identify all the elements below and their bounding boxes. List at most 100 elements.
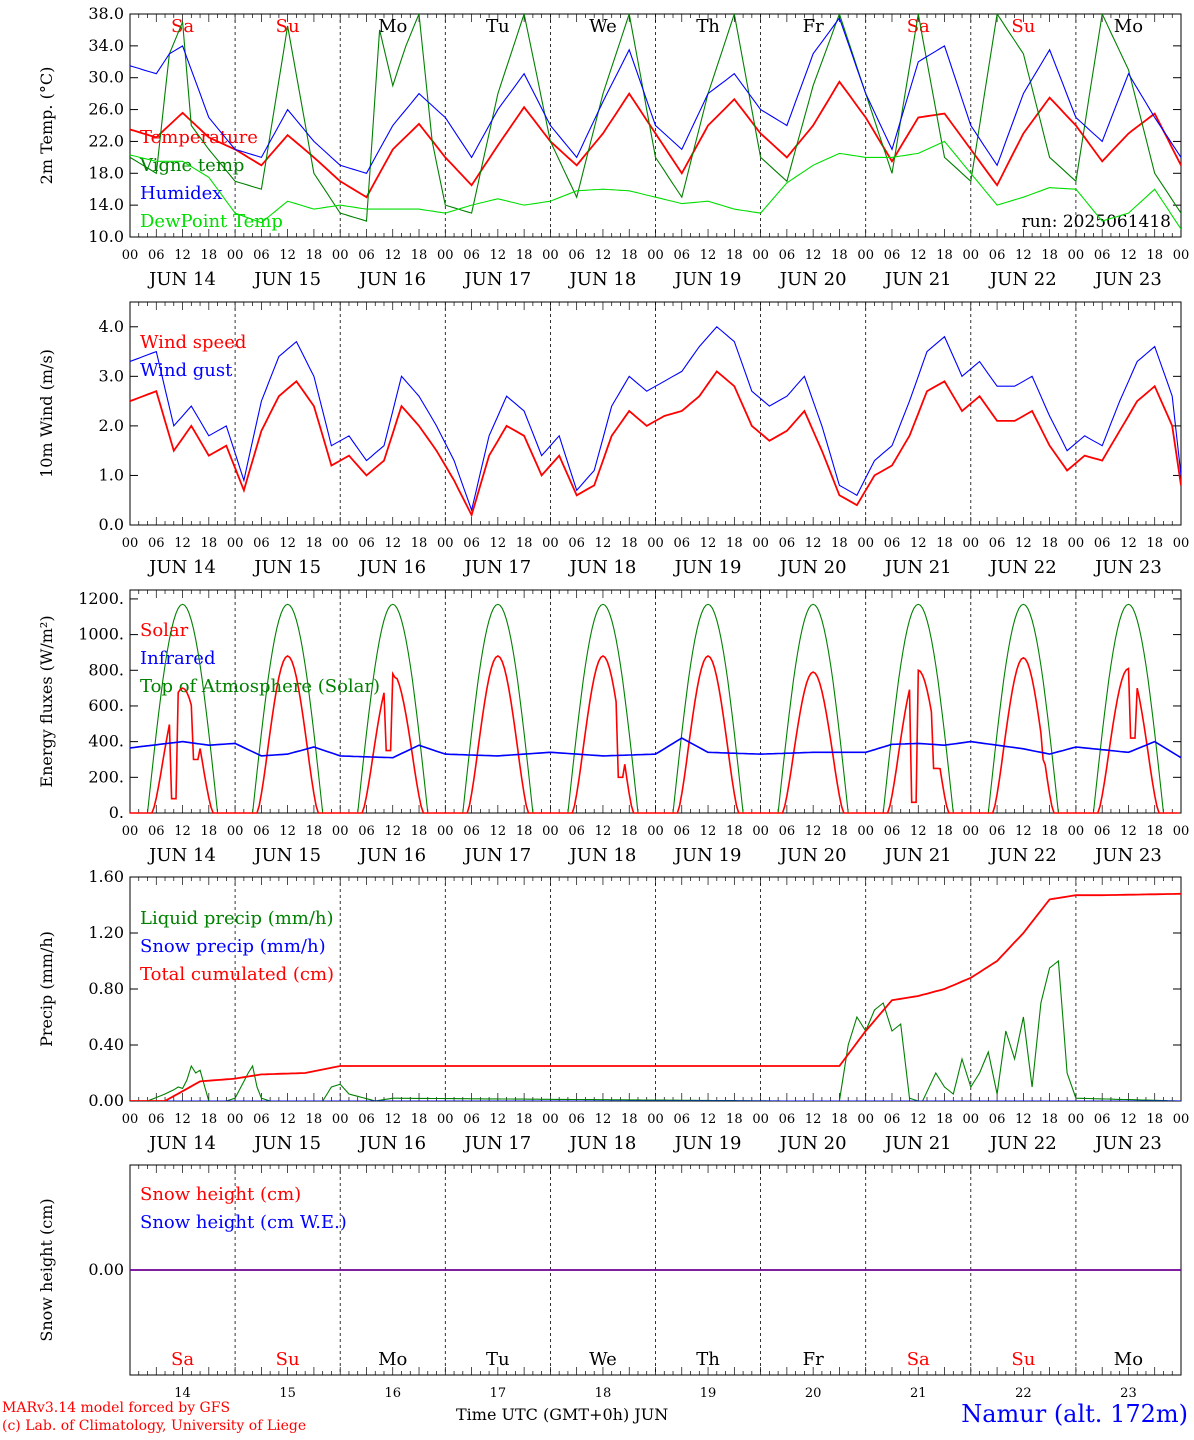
x-date-label: JUN 16 [357, 269, 426, 290]
x-hour-label: 00 [963, 248, 980, 263]
x-hour-label: 00 [647, 536, 664, 551]
x-hour-label: 18 [411, 248, 428, 263]
x-date-label: JUN 16 [357, 557, 426, 578]
weekday-label: Mo [1114, 16, 1143, 37]
x-hour-label: 06 [884, 1112, 901, 1127]
x-date-label: JUN 14 [147, 1133, 216, 1154]
x-hour-label: 12 [1015, 536, 1032, 551]
x-hour-label: 12 [384, 824, 401, 839]
x-hour-label: 12 [805, 1112, 822, 1127]
x-hour-label: 00 [1173, 824, 1190, 839]
x-hour-label: 18 [201, 248, 218, 263]
x-hour-label: 00 [332, 248, 349, 263]
x-date-label: JUN 22 [988, 1133, 1057, 1154]
series-line-temperature [130, 80, 1181, 199]
weekday-label: Th [696, 16, 720, 37]
x-hour-label: 18 [201, 1112, 218, 1127]
x-date-label: JUN 15 [252, 845, 321, 866]
x-hour-label: 00 [122, 248, 139, 263]
x-hour-label: 00 [227, 824, 244, 839]
x-hour-label: 00 [752, 536, 769, 551]
x-hour-label: 12 [490, 536, 507, 551]
x-hour-label: 00 [1068, 824, 1085, 839]
weekday-label: Fr [803, 16, 824, 37]
x-hour-label: 18 [1041, 248, 1058, 263]
x-date-label: JUN 14 [147, 557, 216, 578]
x-hour-label: 06 [884, 248, 901, 263]
x-hour-label: 12 [279, 248, 296, 263]
x-hour-label: 00 [542, 536, 559, 551]
x-date-label: JUN 15 [252, 557, 321, 578]
series-line-top-of-atmosphere [130, 603, 1179, 814]
x-hour-label: 06 [989, 248, 1006, 263]
run-label: run: 2025061418 [1022, 212, 1171, 232]
y-tick-label: 1.0 [99, 465, 124, 484]
y-tick-label: 0.40 [88, 1035, 124, 1054]
x-hour-label: 06 [463, 248, 480, 263]
x-date-label: JUN 15 [252, 1133, 321, 1154]
x-hour-label: 12 [805, 824, 822, 839]
weekday-label: Th [696, 1349, 720, 1370]
x-hour-label: 00 [332, 824, 349, 839]
x-hour-label: 18 [726, 536, 743, 551]
x-hour-label: 06 [148, 1112, 165, 1127]
x-hour-label: 12 [700, 1112, 717, 1127]
x-hour-label: 00 [227, 248, 244, 263]
x-hour-label: 18 [621, 536, 638, 551]
legend-entry: Snow height (cm W.E.) [140, 1212, 347, 1233]
weekday-label: Tu [486, 1349, 510, 1370]
x-hour-label: 12 [910, 824, 927, 839]
x-hour-label: 18 [306, 536, 323, 551]
x-date-label: JUN 21 [883, 557, 952, 578]
x-hour-label: 12 [595, 1112, 612, 1127]
x-date-label: JUN 15 [252, 269, 321, 290]
x-date-label: JUN 19 [673, 845, 742, 866]
x-hour-label: 12 [910, 536, 927, 551]
x-hour-label: 12 [910, 1112, 927, 1127]
x-hour-label: 18 [831, 536, 848, 551]
x-hour-label: 12 [279, 1112, 296, 1127]
x-hour-label: 18 [726, 248, 743, 263]
x-hour-label: 18 [306, 248, 323, 263]
y-tick-label: 3.0 [99, 366, 124, 385]
x-hour-label: 12 [1015, 1112, 1032, 1127]
x-hour-label: 18 [1146, 536, 1163, 551]
x-hour-label: 18 [411, 824, 428, 839]
x-hour-label: 06 [463, 1112, 480, 1127]
series-group [130, 892, 1181, 1101]
x-hour-label: 18 [306, 824, 323, 839]
legend-entry: Temperature [140, 127, 258, 148]
x-hour-label: 06 [148, 824, 165, 839]
x-hour-label: 06 [358, 248, 375, 263]
x-hour-label: 06 [884, 824, 901, 839]
x-hour-label: 06 [884, 536, 901, 551]
y-axis-title: Snow height (cm) [37, 1198, 56, 1341]
x-date-label: JUN 22 [988, 557, 1057, 578]
series-line-vigne-temp [130, 14, 1181, 222]
weekday-label: Mo [378, 1349, 407, 1370]
y-tick-label: 4.0 [99, 317, 124, 336]
x-hour-label: 06 [1094, 1112, 1111, 1127]
x-hour-label: 00 [1173, 1112, 1190, 1127]
x-date-label: JUN 22 [988, 269, 1057, 290]
legend-entry: Top of Atmosphere (Solar) [140, 676, 380, 697]
x-hour-label: 06 [253, 248, 270, 263]
y-tick-label: 1.60 [88, 867, 124, 886]
x-hour-label: 06 [674, 824, 691, 839]
x-hour-label: 00 [542, 1112, 559, 1127]
legend-entry: Humidex [140, 183, 222, 204]
x-hour-label: 12 [384, 536, 401, 551]
x-hour-label: 12 [174, 536, 191, 551]
legend-entry: Solar [140, 620, 189, 641]
x-hour-label: 12 [279, 824, 296, 839]
x-date-label: JUN 20 [778, 1133, 847, 1154]
station-name: Namur (alt. 172m) [961, 1400, 1188, 1428]
y-tick-label: 0.0 [99, 515, 124, 534]
x-hour-label: 18 [831, 824, 848, 839]
x-hour-label: 00 [1173, 248, 1190, 263]
panel-frame [129, 589, 1182, 814]
legend-entry: Total cumulated (cm) [140, 964, 334, 985]
legend-entry: DewPoint Temp [140, 211, 283, 232]
x-hour-label: 06 [253, 1112, 270, 1127]
x-hour-label: 06 [568, 536, 585, 551]
